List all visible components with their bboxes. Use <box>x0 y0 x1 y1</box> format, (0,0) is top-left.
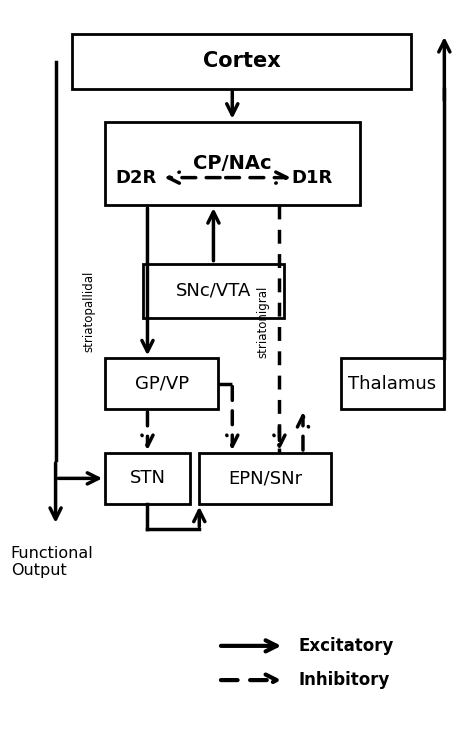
FancyBboxPatch shape <box>105 358 218 409</box>
Text: EPN/SNr: EPN/SNr <box>228 469 302 488</box>
FancyBboxPatch shape <box>143 264 284 318</box>
Text: Functional
Output: Functional Output <box>11 546 93 578</box>
FancyBboxPatch shape <box>105 453 190 504</box>
Text: Cortex: Cortex <box>203 51 281 72</box>
FancyBboxPatch shape <box>341 358 444 409</box>
Text: striatonigral: striatonigral <box>256 286 269 358</box>
FancyBboxPatch shape <box>72 34 411 88</box>
Text: Inhibitory: Inhibitory <box>298 671 390 689</box>
Text: D2R: D2R <box>115 169 156 186</box>
Text: Thalamus: Thalamus <box>348 375 437 393</box>
FancyBboxPatch shape <box>199 453 331 504</box>
Text: striatopallidal: striatopallidal <box>82 270 95 352</box>
Text: SNc/VTA: SNc/VTA <box>176 282 251 300</box>
Text: Excitatory: Excitatory <box>298 637 393 655</box>
Text: CP/NAc: CP/NAc <box>193 154 272 173</box>
Text: STN: STN <box>129 469 165 488</box>
Text: D1R: D1R <box>292 169 333 186</box>
Text: GP/VP: GP/VP <box>135 375 189 393</box>
FancyBboxPatch shape <box>105 121 359 205</box>
